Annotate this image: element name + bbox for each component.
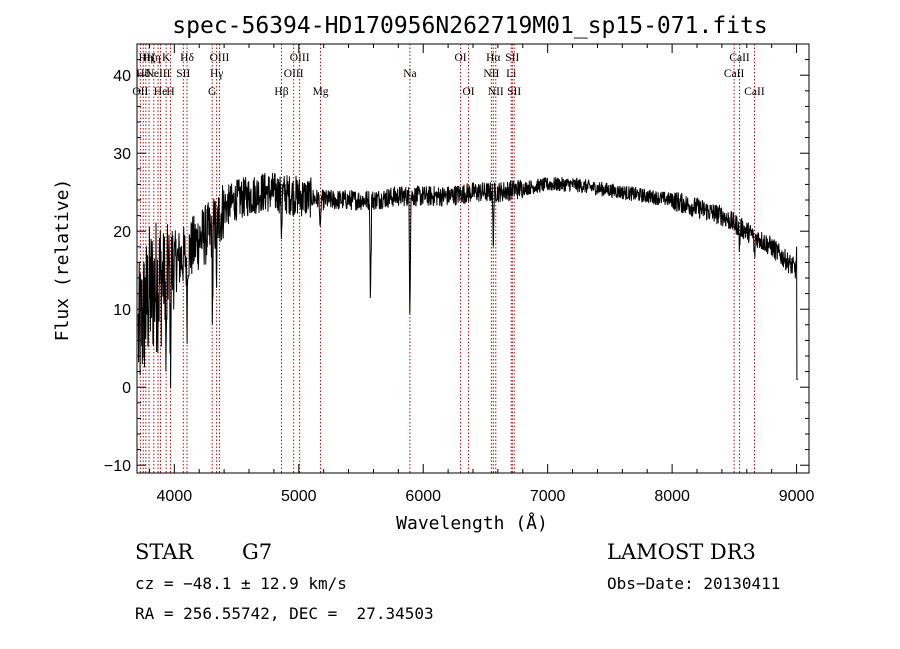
line-marker-label: CaII (724, 68, 745, 80)
line-marker-label: Hδ (180, 52, 194, 64)
line-marker-label: He (154, 86, 167, 98)
line-marker-label: OIII (284, 68, 304, 80)
line-marker-label: Mg (313, 86, 329, 98)
y-axis: −10 0 10 20 30 40 (104, 59, 809, 475)
spectrum-layer (137, 172, 798, 389)
line-marker-label: OI (462, 86, 474, 98)
line-label-layer: OIIHθHηHζHηNeIIIHeKHSIIHδGHγOIIIHβOIIIOI… (132, 52, 765, 98)
line-marker-label: Hβ (274, 86, 288, 98)
line-marker-label: Hζ (143, 52, 156, 64)
line-marker-layer (139, 44, 755, 473)
x-tick-label: 7000 (530, 488, 566, 505)
line-marker-label: NII (488, 86, 504, 98)
line-marker-label: G (208, 86, 216, 98)
line-marker-label: OI (454, 52, 466, 64)
x-tick-label: 4000 (157, 488, 193, 505)
line-marker-label: K (162, 52, 171, 64)
line-marker-label: Hα (486, 52, 500, 64)
line-marker-label: SII (176, 68, 190, 80)
line-marker-label: OIII (210, 52, 230, 64)
spectrum-line (137, 172, 798, 389)
coordinates-text: RA = 256.55742, DEC = 27.34503 (135, 604, 434, 623)
x-axis: 4000 5000 6000 7000 8000 9000 (148, 44, 815, 505)
line-marker-label: Hη (147, 52, 161, 64)
survey-name: LAMOST DR3 (607, 540, 756, 564)
y-tick-label: 20 (113, 224, 131, 241)
object-class: STAR (135, 540, 194, 564)
line-marker-label: NeIII (146, 68, 171, 80)
chart-title: spec-56394-HD170956N262719M01_sp15-071.f… (172, 13, 767, 39)
object-subclass: G7 (242, 540, 272, 564)
x-tick-label: 5000 (281, 488, 317, 505)
y-tick-label: 40 (113, 68, 131, 85)
line-marker-label: OIII (290, 52, 310, 64)
line-marker-label: SII (505, 52, 519, 64)
x-axis-label: Wavelength (Å) (396, 512, 548, 534)
line-marker-label: Hθ (136, 68, 150, 80)
line-marker-label: Hγ (210, 68, 223, 80)
y-tick-label: −10 (104, 458, 131, 475)
y-tick-label: 10 (113, 302, 131, 319)
line-marker-label: Hη (139, 52, 153, 64)
redshift-text: cz = −48.1 ± 12.9 km/s (135, 574, 347, 593)
line-marker-label: H (166, 86, 174, 98)
line-marker-label: Na (403, 68, 416, 80)
y-tick-label: 30 (113, 146, 131, 163)
obs-date-text: Obs−Date: 20130411 (607, 574, 780, 593)
x-tick-label: 9000 (779, 488, 815, 505)
line-marker-label: CaII (729, 52, 750, 64)
x-tick-label: 6000 (405, 488, 441, 505)
plot-frame (136, 43, 810, 474)
line-marker-label: NII (483, 68, 499, 80)
line-marker-label: Li (506, 68, 516, 80)
line-marker-label: SII (507, 86, 521, 98)
x-tick-label: 8000 (654, 488, 690, 505)
y-axis-label: Flux (relative) (52, 179, 73, 342)
line-marker-label: CaII (744, 86, 765, 98)
line-marker-label: OII (132, 86, 148, 98)
y-tick-label: 0 (122, 380, 131, 397)
